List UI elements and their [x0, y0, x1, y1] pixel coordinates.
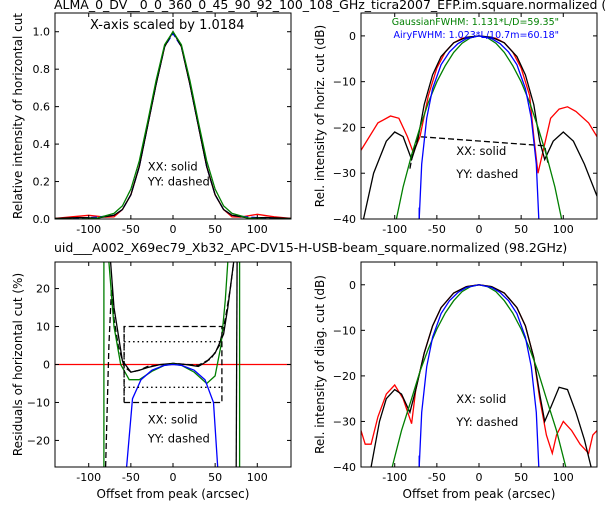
panel-top-left: -100 -50 0 50 100 0.0 0.2 0.4 0.6 0.8 1.0 Relative …	[11, 12, 292, 236]
x-tick-label: 0	[476, 223, 483, 236]
x-tick-label: -50	[428, 471, 446, 484]
top-title: ALMA_0_DV__0_0_360_0_45_90_92_100_108_GH…	[54, 0, 606, 12]
series-line-1	[55, 32, 291, 219]
x-tick-label: -50	[428, 223, 446, 236]
y-axis-label: Residuals of horizontal cut (%)	[11, 273, 25, 456]
y-tick-label: 0.8	[33, 63, 51, 76]
series-line-1	[362, 35, 597, 219]
x-tick-label: 0	[476, 471, 483, 484]
y-tick-label: −40	[333, 461, 356, 474]
y-tick-label: 1.0	[33, 26, 51, 39]
panel-bottom-right: -100 -50 0 50 100 0 −10 −20 −30 −40 Rel. intensity…	[313, 261, 598, 501]
series-group	[361, 284, 597, 467]
scale-note: X-axis scaled by 1.0184	[90, 18, 245, 33]
y-tick-label: −20	[27, 434, 50, 447]
y-tick-label: 0	[43, 359, 50, 372]
series-line-6	[125, 363, 219, 467]
y-tick-label: −30	[333, 167, 356, 180]
y-tick-label: 10	[36, 321, 50, 334]
series-line-2	[55, 30, 291, 219]
x-tick-label: 100	[247, 223, 268, 236]
x-tick-label: 0	[170, 223, 177, 236]
series-line-3	[55, 30, 291, 219]
x-tick-label: 100	[553, 471, 574, 484]
y-tick-label: −40	[333, 213, 356, 226]
legend-entry-0: GaussianFWHM: 1.131*L/D=59.35"	[392, 17, 559, 28]
y-tick-label: 0.6	[33, 101, 51, 114]
annotation-1: YY: dashed	[147, 174, 210, 188]
series-line-7	[235, 262, 238, 467]
x-tick-label: -100	[382, 223, 407, 236]
x-axis-label: Offset from peak (arcsec)	[403, 487, 556, 501]
x-tick-label: 50	[514, 471, 528, 484]
series-line-3	[418, 284, 540, 467]
mid-title: uid___A002_X69ec79_Xb32_APC-DV15-H-USB-b…	[54, 240, 567, 255]
legend-entry-1: AiryFWHM: 1.023*L/10.7m=60.18"	[394, 30, 559, 41]
y-tick-label: 0.4	[33, 138, 51, 151]
series-line-4	[418, 35, 540, 219]
series-line-0	[361, 35, 597, 174]
y-tick-label: 0	[349, 279, 356, 292]
y-tick-label: −30	[333, 415, 356, 428]
y-tick-label: 0	[349, 30, 356, 43]
series-group	[361, 35, 597, 219]
annotation-1: YY: dashed	[147, 431, 210, 445]
y-tick-label: −20	[333, 121, 356, 134]
x-tick-label: -50	[122, 471, 140, 484]
annotation-0: XX: solid	[148, 159, 198, 173]
y-tick-label: −20	[333, 370, 356, 383]
x-tick-label: -100	[76, 223, 101, 236]
series-group	[55, 30, 291, 219]
y-tick-label: −10	[333, 76, 356, 89]
series-line-1	[370, 284, 592, 467]
panel-top-right: -100 -50 0 50 100 0 −10 −20 −30 −40 Rel. intensity…	[313, 12, 598, 236]
y-axis-label: Rel. intensity of diag. cut (dB)	[313, 275, 327, 454]
y-tick-label: −10	[333, 324, 356, 337]
series-line-2	[391, 284, 567, 467]
annotation-1: YY: dashed	[455, 167, 518, 181]
series-line-1	[109, 262, 235, 373]
y-tick-label: 0.0	[33, 213, 51, 226]
plot-frame	[360, 12, 598, 220]
series-line-8	[123, 325, 223, 404]
series-group	[55, 262, 291, 467]
x-axis-label: Offset from peak (arcsec)	[97, 487, 250, 501]
x-tick-label: -50	[122, 223, 140, 236]
y-tick-label: −10	[27, 396, 50, 409]
annotation-0: XX: solid	[148, 412, 198, 426]
annotation-1: YY: dashed	[455, 415, 518, 429]
x-tick-label: 50	[208, 471, 222, 484]
panels: -100 -50 0 50 1000.00.20.40.60.81.0Relative …	[11, 12, 598, 501]
series-line-0	[55, 30, 291, 219]
y-tick-label: 0.2	[33, 176, 51, 189]
plot-frame	[360, 261, 598, 468]
x-tick-label: 50	[514, 223, 528, 236]
y-axis-label: Relative intensity of horizontal cut	[11, 13, 25, 219]
annotation-0: XX: solid	[456, 392, 506, 406]
y-axis-label: Rel. intensity of horiz. cut (dB)	[313, 25, 327, 207]
x-tick-label: 50	[208, 223, 222, 236]
series-line-3	[395, 35, 563, 219]
x-tick-label: 100	[247, 471, 268, 484]
x-tick-label: -100	[76, 471, 101, 484]
y-tick-label: 20	[36, 283, 50, 296]
x-tick-label: 0	[170, 471, 177, 484]
x-tick-label: 100	[553, 223, 574, 236]
x-tick-label: -100	[382, 471, 407, 484]
annotation-0: XX: solid	[456, 144, 506, 158]
